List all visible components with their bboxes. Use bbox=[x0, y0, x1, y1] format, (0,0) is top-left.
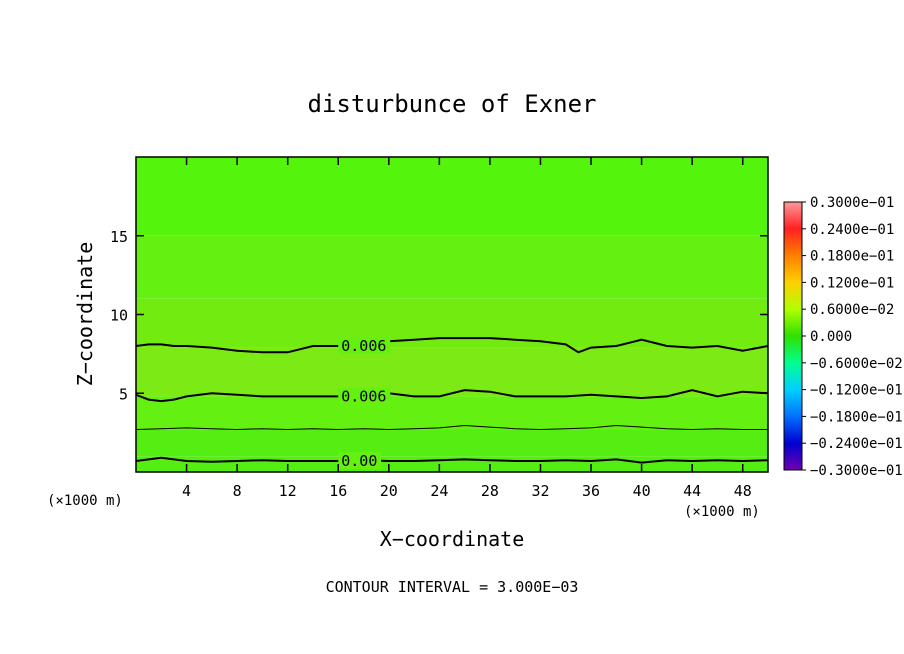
contour-label-bg-3 bbox=[338, 337, 391, 354]
x-tick-label-32: 32 bbox=[531, 482, 549, 500]
x-tick-label-12: 12 bbox=[279, 482, 297, 500]
contour-label-0: 0.00 bbox=[341, 452, 377, 470]
contour-interval-label: CONTOUR INTERVAL = 3.000E−03 bbox=[326, 578, 579, 596]
contour-lines: 0.00 0.006 0.006 bbox=[136, 337, 768, 470]
colorbar-gradient bbox=[783, 201, 803, 471]
colorbar-label-10: −0.3000e−01 bbox=[810, 463, 903, 479]
colorbar-label-7: −0.1200e−01 bbox=[810, 383, 903, 399]
contour-label-2: 0.006 bbox=[341, 387, 386, 405]
colorbar-label-9: −0.2400e−01 bbox=[810, 436, 903, 452]
contour-line-0 bbox=[136, 456, 768, 464]
x-tick-label-44: 44 bbox=[683, 482, 701, 500]
field-layer-1 bbox=[136, 429, 768, 457]
colorbar-label-1: 0.2400e−01 bbox=[810, 222, 894, 238]
x-tick-label-36: 36 bbox=[582, 482, 600, 500]
x-tick-label-16: 16 bbox=[329, 482, 347, 500]
field-layer-0 bbox=[136, 456, 768, 472]
y-tick-label-15: 15 bbox=[110, 228, 128, 246]
contour-line-1 bbox=[136, 424, 768, 431]
contour-line-2 bbox=[136, 389, 768, 403]
field-layer-3 bbox=[136, 347, 768, 397]
chart-title: disturbunce of Exner bbox=[308, 90, 597, 118]
contour-line-3 bbox=[136, 337, 768, 354]
x-unit-left: (×1000 m) bbox=[47, 493, 123, 509]
y-tick-label-10: 10 bbox=[110, 307, 128, 325]
field-layer-4 bbox=[136, 298, 768, 348]
x-tick-label-4: 4 bbox=[182, 482, 191, 500]
x-tick-label-48: 48 bbox=[734, 482, 752, 500]
colorbar-label-0: 0.3000e−01 bbox=[810, 195, 894, 211]
field-layers bbox=[136, 157, 768, 472]
x-unit-right: (×1000 m) bbox=[684, 504, 760, 520]
colorbar-label-8: −0.1800e−01 bbox=[810, 409, 903, 425]
y-tick-label-5: 5 bbox=[119, 385, 128, 403]
colorbar-label-4: 0.6000e−02 bbox=[810, 302, 894, 318]
colorbar-labels: 0.3000e−01 0.2400e−01 0.1800e−01 0.1200e−01… bbox=[802, 195, 903, 479]
x-tick-label-40: 40 bbox=[633, 482, 651, 500]
x-tick-label-24: 24 bbox=[430, 482, 448, 500]
colorbar-label-2: 0.1800e−01 bbox=[810, 249, 894, 265]
x-axis-title: X−coordinate bbox=[380, 527, 525, 551]
y-axis-title: Z−coordinate bbox=[73, 242, 97, 387]
colorbar: 0.3000e−01 0.2400e−01 0.1800e−01 0.1200e−01… bbox=[783, 195, 903, 479]
x-tick-label-28: 28 bbox=[481, 482, 499, 500]
y-axis-ticks: 5 10 15 bbox=[110, 228, 768, 403]
contour-label-bg-0 bbox=[338, 451, 382, 469]
x-tick-label-20: 20 bbox=[380, 482, 398, 500]
x-tick-label-8: 8 bbox=[233, 482, 242, 500]
colorbar-label-3: 0.1200e−01 bbox=[810, 275, 894, 291]
field-layer-5 bbox=[136, 235, 768, 299]
x-axis-ticks: 4 8 12 16 20 24 28 32 36 40 44 48 bbox=[182, 157, 752, 500]
colorbar-label-6: −0.6000e−02 bbox=[810, 356, 903, 372]
field-layer-6 bbox=[136, 157, 768, 236]
field-layer-2 bbox=[136, 396, 768, 430]
colorbar-label-5: 0.000 bbox=[810, 329, 852, 345]
contour-label-3: 0.006 bbox=[341, 337, 386, 355]
contour-label-bg-2 bbox=[338, 387, 391, 405]
